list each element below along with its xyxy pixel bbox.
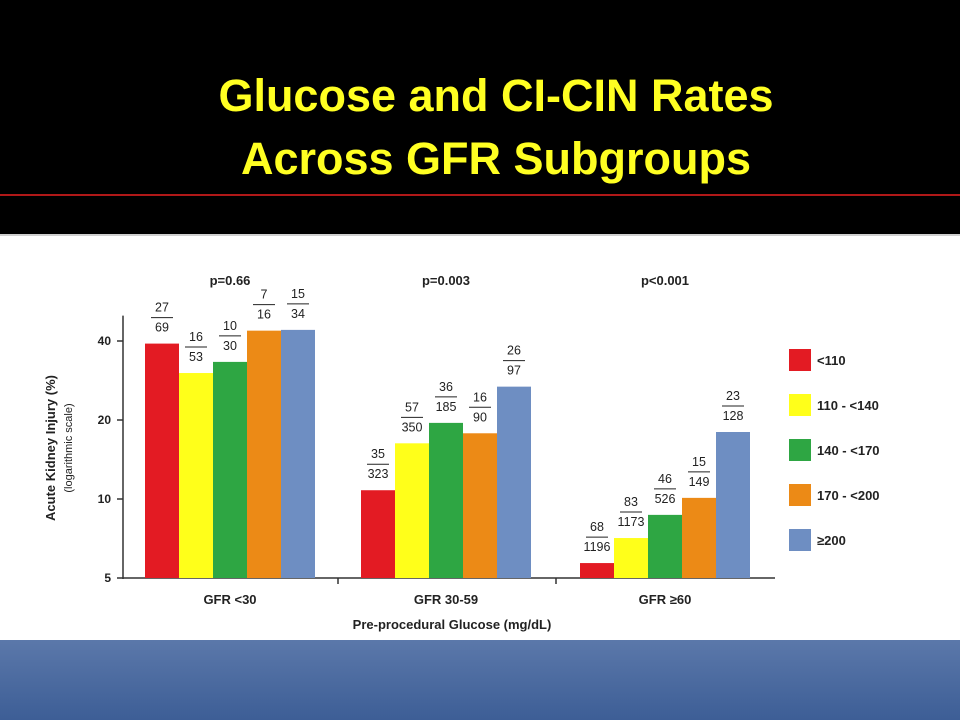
bar-numerator-label: 35 [371, 447, 385, 461]
bar-numerator-label: 15 [291, 287, 305, 301]
bar-numerator-label: 46 [658, 472, 672, 486]
bar-numerator-label: 10 [223, 319, 237, 333]
bar-denominator-label: 323 [368, 467, 389, 481]
legend-swatch-5 [789, 529, 811, 551]
p-value-label: p=0.003 [422, 273, 470, 288]
bar-denominator-label: 149 [689, 475, 710, 489]
bar-denominator-label: 16 [257, 308, 271, 322]
bar-numerator-label: 57 [405, 400, 419, 414]
y-tick-label: 40 [98, 334, 112, 348]
legend-label-3: 140 - <170 [817, 443, 880, 458]
y-tick-label: 20 [98, 413, 112, 427]
bar-1-4 [247, 330, 281, 578]
bar-3-1 [580, 563, 614, 578]
bar-1-1 [145, 343, 179, 578]
header-gap [0, 196, 960, 234]
bar-denominator-label: 90 [473, 410, 487, 424]
slide-title-line2: Across GFR Subgroups [240, 133, 752, 184]
legend-label-1: <110 [817, 353, 846, 368]
bar-3-5 [716, 432, 750, 578]
y-tick-label: 5 [104, 571, 111, 585]
legend-swatch-1 [789, 349, 811, 371]
bar-denominator-label: 69 [155, 321, 169, 335]
x-axis-label: Pre-procedural Glucose (mg/dL) [353, 617, 552, 632]
bar-numerator-label: 26 [507, 344, 521, 358]
bar-denominator-label: 30 [223, 339, 237, 353]
bar-numerator-label: 7 [261, 288, 268, 302]
header-divider [0, 194, 960, 196]
x-category-label: GFR 30-59 [414, 592, 478, 607]
bar-1-3 [213, 361, 247, 578]
acute-kidney-injury-chart: 5 10 20 40 Acute Kidney Injury (%) (logarithm… [43, 273, 880, 632]
bar-2-4 [463, 433, 497, 578]
bar-numerator-label: 15 [692, 455, 706, 469]
bar-numerator-label: 36 [439, 380, 453, 394]
bar-2-1 [361, 490, 395, 578]
bar-3-3 [648, 514, 682, 578]
bar-denominator-label: 185 [436, 400, 457, 414]
bar-numerator-label: 16 [189, 330, 203, 344]
bar-denominator-label: 34 [291, 307, 305, 321]
bar-1-5 [281, 329, 315, 578]
bar-denominator-label: 350 [402, 420, 423, 434]
bar-denominator-label: 1173 [618, 515, 645, 529]
legend-label-4: 170 - <200 [817, 488, 880, 503]
bar-denominator-label: 97 [507, 364, 521, 378]
bar-1-2 [179, 373, 213, 578]
bar-2-3 [429, 422, 463, 578]
bar-numerator-label: 16 [473, 390, 487, 404]
bar-3-2 [614, 538, 648, 578]
chart-panel: 5 10 20 40 Acute Kidney Injury (%) (logarithm… [0, 234, 960, 640]
y-axis-label: Acute Kidney Injury (%) [43, 375, 58, 521]
slide-title-line1: Glucose and CI-CIN Rates [218, 70, 774, 121]
bar-3-4 [682, 497, 716, 578]
bar-denominator-label: 53 [189, 350, 203, 364]
bar-denominator-label: 526 [655, 492, 676, 506]
bar-numerator-label: 27 [155, 301, 169, 315]
bar-numerator-label: 68 [590, 520, 604, 534]
slide-footer [0, 640, 960, 720]
legend-label-2: 110 - <140 [817, 398, 879, 413]
bar-2-2 [395, 443, 429, 578]
x-category-label: GFR <30 [203, 592, 256, 607]
y-axis-sublabel: (logarithmic scale) [63, 403, 75, 492]
bar-denominator-label: 128 [723, 409, 744, 423]
p-value-label: p=0.66 [210, 273, 251, 288]
p-value-label: p<0.001 [641, 273, 689, 288]
bar-numerator-label: 23 [726, 389, 740, 403]
bar-2-5 [497, 386, 531, 578]
bar-denominator-label: 1196 [584, 540, 611, 554]
legend-swatch-2 [789, 394, 811, 416]
bar-numerator-label: 83 [624, 495, 638, 509]
legend-label-5: ≥200 [817, 533, 846, 548]
x-category-label: GFR ≥60 [639, 592, 692, 607]
legend-swatch-4 [789, 484, 811, 506]
slide-header [0, 0, 960, 196]
legend-swatch-3 [789, 439, 811, 461]
y-tick-label: 10 [98, 492, 112, 506]
